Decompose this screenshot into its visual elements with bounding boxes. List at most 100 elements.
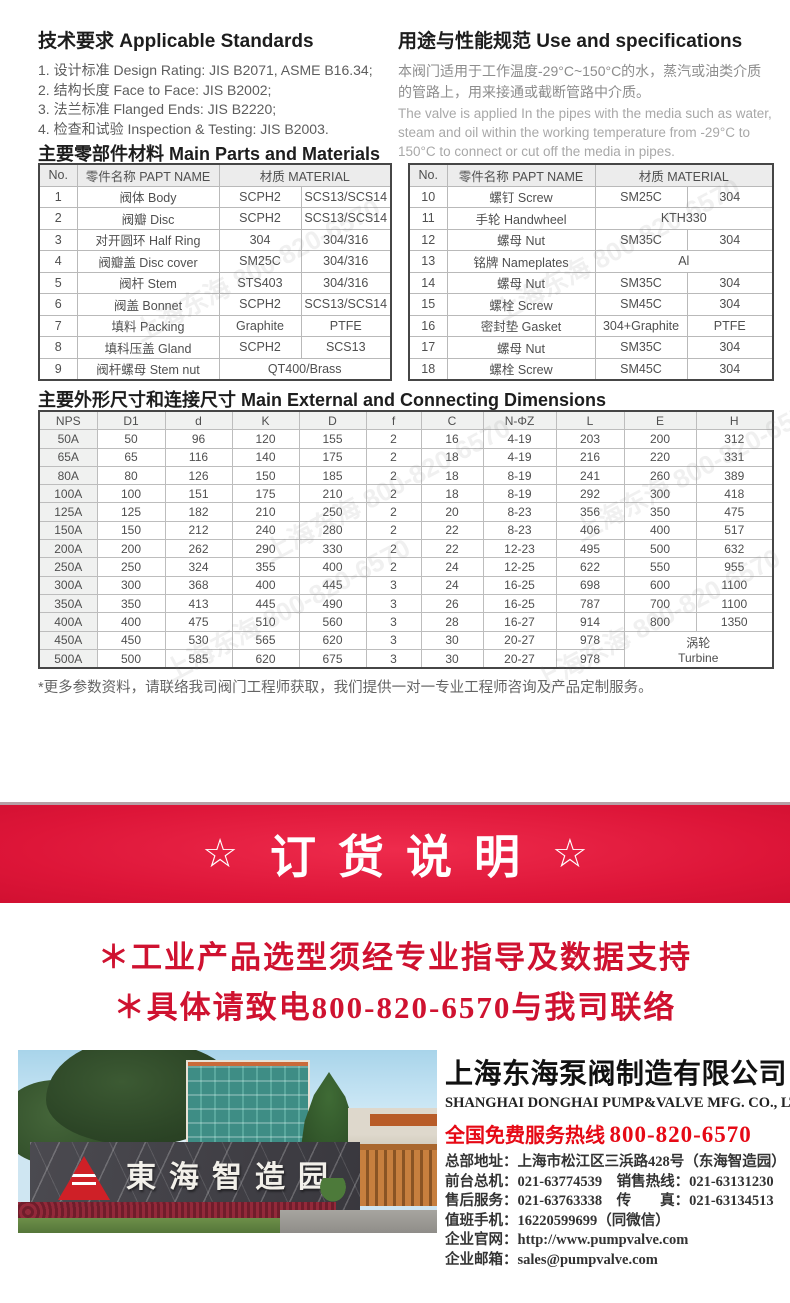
- dimensions-cell: 100: [96, 484, 166, 504]
- photo-grass: [18, 1218, 280, 1233]
- dimensions-cell: 24: [420, 575, 484, 595]
- parts-cell: 阀杆螺母 Stem nut: [76, 357, 220, 381]
- parts-cell: 螺钉 Screw: [446, 185, 596, 208]
- dimensions-table-row: 450A 450 530 565 620 3 30 20-27 978 涡轮 Turbine: [38, 630, 774, 669]
- dimensions-table-row: 80A 80 126 150 185 2 18 8-19 241 260 389: [38, 465, 774, 486]
- dimensions-cell: 620: [298, 630, 367, 650]
- dimensions-header-cell: N-ΦZ: [482, 410, 557, 431]
- parts-cell: SCPH2: [218, 336, 302, 359]
- parts-table-header: No. 零件名称 PAPT NAME 材质 MATERIAL: [408, 163, 774, 187]
- parts-cell: 13: [408, 250, 448, 273]
- dimensions-cell: 978: [555, 648, 625, 669]
- parts-table-row: 11 手轮 Handwheel KTH330: [408, 207, 774, 230]
- dimensions-cell: 500: [96, 648, 166, 669]
- usage-desc-zh: 本阀门适用于工作温度-29°C~150°C的水，蒸汽或油类介质的管路上，用来接通…: [398, 63, 762, 100]
- parts-cell: 3: [38, 228, 78, 251]
- parts-section-title: 主要零部件材料 Main Parts and Materials: [38, 144, 381, 164]
- dimensions-table-row: 500A 500 585 620 675 3 30 20-27 978: [38, 648, 773, 669]
- note-line: *更多参数资料，请联络我司阀门工程师获取，我们提供一对一专业工程师咨询及产品定制…: [38, 680, 653, 696]
- dimensions-cell: 914: [555, 612, 625, 632]
- dimensions-cell: 4-19: [482, 429, 557, 449]
- parts-cell: 填料 Packing: [76, 314, 220, 337]
- parts-table-row: 16 密封垫 Gasket 304+Graphite PTFE: [408, 314, 774, 337]
- parts-table-row: 9 阀杆螺母 Stem nut QT400/Brass: [38, 357, 392, 381]
- dimensions-cell: 560: [298, 612, 367, 632]
- dimensions-cell: 125A: [38, 502, 98, 522]
- hotline-number: 800-820-6570: [609, 1122, 752, 1147]
- dimensions-cell: 2: [365, 484, 422, 504]
- dimensions-table-row: 65A 65 116 140 175 2 18 4-19 216 220 331: [38, 447, 774, 467]
- photo-sign-text: 東海智造园: [126, 1161, 341, 1194]
- dimensions-cell: 250A: [38, 557, 98, 577]
- parts-cell: SM35C: [594, 336, 688, 359]
- parts-cell: 对开圆环 Half Ring: [76, 228, 220, 251]
- dimensions-cell: 2: [365, 465, 422, 486]
- parts-cell: SCPH2: [218, 185, 302, 208]
- dimensions-cell: 292: [555, 484, 625, 504]
- dimensions-cell: 675: [298, 648, 367, 669]
- dimensions-cell: 212: [164, 520, 233, 541]
- dimensions-cell: 698: [555, 575, 625, 595]
- parts-cell: 304/316: [300, 228, 392, 251]
- dimensions-cell: 389: [695, 465, 774, 486]
- dimensions-cell: 8-23: [482, 520, 557, 541]
- company-name-en: SHANGHAI DONGHAI PUMP&VALVE MFG. CO., LT…: [445, 1095, 790, 1111]
- dimensions-cell: 126: [164, 465, 233, 486]
- company-info-block: 上海东海泵阀制造有限公司 SHANGHAI DONGHAI PUMP&VALVE…: [445, 1052, 790, 1270]
- parts-table-right: No. 零件名称 PAPT NAME 材质 MATERIAL 10 螺钉 Scre…: [408, 163, 774, 381]
- dimensions-cell: 150: [231, 465, 300, 486]
- dimensions-cell: 3: [365, 575, 422, 595]
- parts-cell: 1: [38, 185, 78, 208]
- parts-cell: 12: [408, 228, 448, 251]
- parts-cell: KTH330: [594, 207, 774, 230]
- parts-cell: PTFE: [686, 314, 774, 337]
- standard-item: 2. 结构长度 Face to Face: JIS B2002;: [38, 81, 272, 98]
- dimensions-cell: 175: [231, 484, 300, 504]
- dimensions-cell: 50A: [38, 429, 98, 449]
- parts-cell: SCS13/SCS14: [300, 207, 392, 230]
- dimensions-cell: 400: [231, 575, 300, 595]
- photo-plant: [318, 1178, 348, 1204]
- dimensions-cell: 200: [623, 429, 697, 449]
- order-banner: ☆ 订货说明 ☆: [0, 802, 790, 903]
- dimensions-cell: 1100: [695, 593, 774, 614]
- dimensions-cell: 210: [298, 484, 367, 504]
- parts-cell: SM25C: [218, 250, 302, 273]
- dimensions-header-cell: D1: [96, 410, 166, 431]
- header-material: 材质 MATERIAL: [218, 163, 392, 187]
- parts-cell: STS403: [218, 271, 302, 294]
- dimensions-cell: 18: [420, 465, 484, 486]
- star-icon: ☆: [202, 832, 238, 876]
- dimensions-cell: 216: [555, 447, 625, 467]
- parts-table-row: 5 阀杆 Stem STS403 304/316: [38, 271, 392, 294]
- dimensions-cell: 4-19: [482, 447, 557, 467]
- parts-cell: SM35C: [594, 228, 688, 251]
- dimensions-header-cell: D: [298, 410, 367, 431]
- dimensions-cell: 175: [298, 447, 367, 467]
- dimensions-table-row: 50A 50 96 120 155 2 16 4-19 203 200 312: [38, 429, 774, 449]
- dimensions-cell: 413: [164, 593, 233, 614]
- parts-cell: 阀体 Body: [76, 185, 220, 208]
- dimensions-cell: 632: [695, 539, 774, 559]
- parts-cell: 8: [38, 336, 78, 359]
- dimensions-cell: 16: [420, 429, 484, 449]
- company-info-line[interactable]: 企业邮箱：sales@pumpvalve.com: [445, 1251, 658, 1268]
- dimensions-table-row: 350A 350 413 445 490 3 26 16-25 787 700 1100: [38, 593, 774, 614]
- dimensions-cell: 65A: [38, 447, 98, 467]
- dimensions-cell: 80: [96, 465, 166, 486]
- dimensions-cell: 120: [231, 429, 300, 449]
- parts-cell: 304: [218, 228, 302, 251]
- company-info-line[interactable]: 企业官网：http://www.pumpvalve.com: [445, 1232, 689, 1248]
- dimensions-cell: 450A: [38, 630, 98, 650]
- order-note-line: ＊具体请致电800-820-6570与我司联络: [113, 990, 677, 1025]
- dimensions-cell: 125: [96, 502, 166, 522]
- dimensions-header-cell: E: [623, 410, 697, 431]
- dimensions-cell: 600: [623, 575, 697, 595]
- standard-item: 1. 设计标准 Design Rating: JIS B2071, ASME B…: [38, 62, 373, 78]
- parts-cell: Al: [594, 250, 774, 273]
- dimensions-cell: 2: [365, 520, 422, 541]
- order-note-line: ＊工业产品选型须经专业指导及数据支持: [98, 940, 692, 975]
- parts-cell: 304/316: [300, 271, 392, 294]
- dimensions-cell: 22: [420, 520, 484, 541]
- parts-cell: SCS13: [300, 336, 392, 359]
